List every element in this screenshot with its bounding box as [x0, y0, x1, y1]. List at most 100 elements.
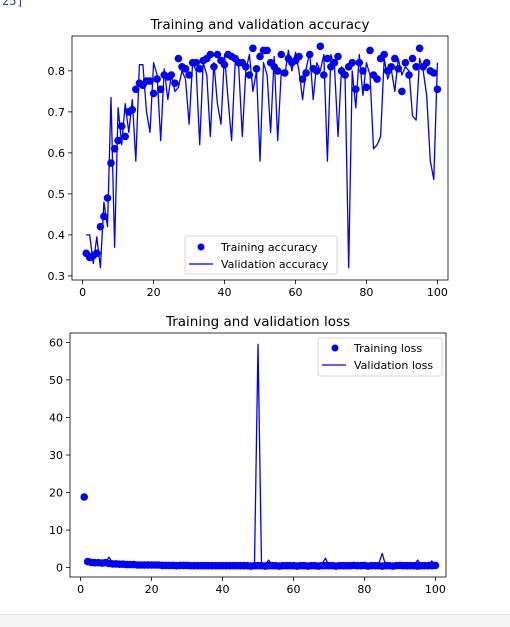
- x-tick-label: 20: [145, 583, 159, 596]
- training-accuracy-point: [391, 54, 399, 63]
- training-accuracy-point: [352, 85, 360, 94]
- training-accuracy-point: [366, 46, 374, 55]
- training-accuracy-point: [242, 63, 250, 71]
- training-accuracy-point: [273, 67, 282, 75]
- training-accuracy-point: [323, 54, 332, 63]
- training-accuracy-point: [252, 65, 261, 73]
- training-accuracy-point: [380, 50, 389, 59]
- training-accuracy-point: [362, 83, 371, 92]
- accuracy-chart: Training and validation accuracy 0 20 40 60…: [48, 17, 449, 299]
- training-accuracy-point: [213, 50, 222, 59]
- x-tick-label: 60: [288, 286, 302, 299]
- y-axis: 0 10 20 30 40 50 60: [49, 336, 70, 575]
- x-tick-label: 40: [216, 583, 230, 596]
- legend-box: [184, 235, 338, 275]
- legend-marker-training-loss: [331, 344, 339, 352]
- training-accuracy-point: [181, 65, 190, 73]
- cell-prompt: 25]: [2, 0, 24, 8]
- y-axis: 0.3 0.4 0.5 0.6 0.7 0.8: [48, 65, 72, 283]
- training-accuracy-point: [174, 54, 183, 63]
- x-tick-label: 100: [427, 286, 448, 299]
- training-accuracy-point: [100, 212, 108, 221]
- y-tick-label: 0: [56, 562, 63, 575]
- training-accuracy-point: [373, 75, 381, 83]
- training-accuracy-point: [412, 63, 420, 71]
- training-accuracy-markers: [82, 42, 442, 262]
- legend-marker-training-accuracy: [197, 243, 205, 251]
- training-accuracy-point: [107, 159, 115, 167]
- training-accuracy-point: [110, 145, 119, 153]
- y-tick-label: 50: [49, 374, 63, 387]
- legend: Training accuracy Validation accuracy: [184, 235, 338, 275]
- y-tick-label: 60: [49, 336, 63, 349]
- training-accuracy-point: [359, 67, 367, 75]
- training-accuracy-point: [430, 69, 438, 77]
- training-accuracy-point: [387, 63, 396, 71]
- training-accuracy-point: [103, 194, 112, 202]
- training-accuracy-point: [167, 71, 176, 79]
- training-accuracy-point: [93, 249, 101, 258]
- x-tick-label: 60: [286, 583, 300, 596]
- x-axis: 0 20 40 60 80 100: [77, 577, 446, 596]
- training-accuracy-point: [398, 87, 406, 96]
- training-accuracy-point: [401, 58, 410, 67]
- training-accuracy-point: [316, 42, 325, 51]
- x-tick-label: 0: [77, 583, 84, 596]
- training-accuracy-point: [210, 63, 218, 71]
- training-accuracy-point: [334, 52, 342, 61]
- training-accuracy-point: [245, 71, 254, 79]
- training-accuracy-point: [195, 65, 204, 73]
- legend-label-validation-loss: Validation loss: [354, 359, 433, 372]
- y-tick-label: 0.3: [48, 270, 66, 283]
- training-accuracy-point: [132, 85, 140, 94]
- training-accuracy-point: [433, 85, 442, 94]
- y-tick-label: 20: [49, 487, 63, 500]
- training-accuracy-point: [281, 69, 289, 77]
- training-accuracy-point: [249, 44, 257, 53]
- training-accuracy-point: [408, 54, 417, 63]
- training-accuracy-point: [394, 65, 403, 73]
- y-tick-label: 40: [49, 411, 63, 424]
- training-accuracy-point: [256, 52, 264, 61]
- training-accuracy-point: [348, 58, 357, 67]
- x-tick-label: 20: [147, 286, 161, 299]
- training-accuracy-point: [192, 58, 200, 67]
- y-tick-label: 0.5: [48, 188, 66, 201]
- training-accuracy-point: [355, 58, 364, 67]
- training-loss-markers: [80, 493, 440, 570]
- training-accuracy-point: [422, 58, 431, 67]
- training-accuracy-point: [330, 58, 339, 67]
- training-accuracy-point: [156, 85, 165, 94]
- y-tick-label: 30: [49, 449, 63, 462]
- x-tick-label: 40: [218, 286, 232, 299]
- training-accuracy-point: [96, 222, 105, 231]
- y-tick-label: 0.4: [48, 229, 66, 242]
- x-axis: 0 20 40 60 80 100: [79, 280, 448, 299]
- training-accuracy-point: [320, 71, 328, 79]
- training-accuracy-point: [277, 50, 286, 59]
- x-tick-label: 0: [79, 286, 86, 299]
- y-tick-label: 10: [49, 524, 63, 537]
- legend-label-training-accuracy: Training accuracy: [220, 241, 318, 254]
- training-accuracy-point: [185, 71, 193, 79]
- x-tick-label: 100: [425, 583, 446, 596]
- training-accuracy-point: [206, 50, 215, 59]
- training-accuracy-point: [313, 67, 321, 75]
- training-accuracy-point: [220, 60, 229, 69]
- output-footer: [0, 614, 510, 627]
- x-tick-label: 80: [357, 583, 371, 596]
- training-accuracy-point: [117, 122, 126, 130]
- training-loss-point: [80, 493, 88, 501]
- y-tick-label: 0.7: [48, 106, 66, 119]
- y-tick-label: 0.6: [48, 147, 66, 160]
- chart-title: Training and validation accuracy: [150, 17, 370, 33]
- training-accuracy-point: [146, 77, 154, 85]
- training-accuracy-point: [121, 132, 129, 141]
- training-accuracy-point: [341, 71, 349, 79]
- training-loss-point: [431, 561, 440, 570]
- training-accuracy-point: [149, 89, 158, 98]
- legend-box: [317, 337, 443, 377]
- x-tick-label: 80: [359, 286, 373, 299]
- training-accuracy-point: [171, 79, 179, 87]
